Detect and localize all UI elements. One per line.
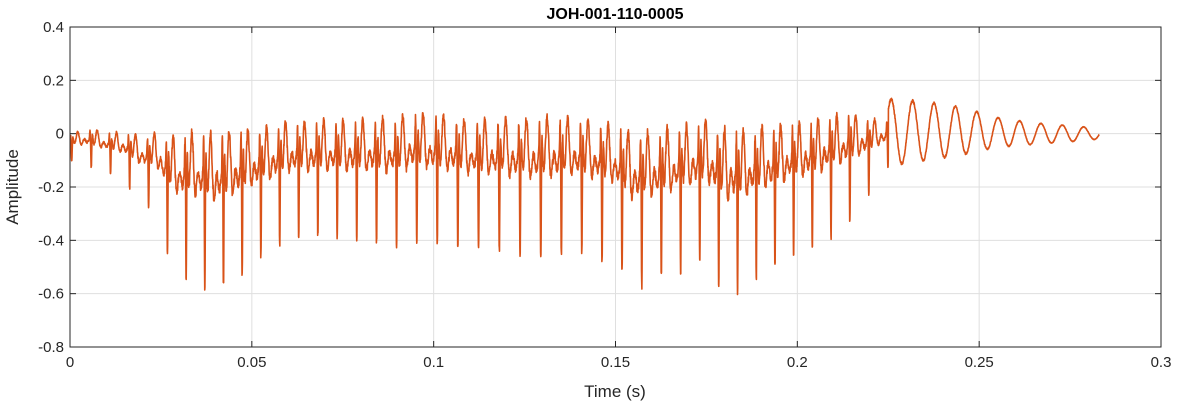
x-tick-label: 0.3 [1151, 354, 1172, 371]
y-tick-label: 0.4 [43, 19, 64, 36]
y-axis-label: Amplitude [3, 149, 22, 225]
x-tick-labels: 0 0.05 0.1 0.15 0.2 0.25 0.3 [66, 354, 1172, 371]
y-tick-labels: -0.8 -0.6 -0.4 -0.2 0 0.2 0.4 [38, 19, 64, 356]
x-tick-label: 0.2 [787, 354, 808, 371]
x-tick-label: 0.15 [601, 354, 630, 371]
chart-title: JOH-001-110-0005 [547, 6, 684, 23]
y-tick-label: 0 [56, 126, 64, 143]
plot-area [70, 97, 1100, 296]
x-tick-label: 0 [66, 354, 74, 371]
y-tick-label: -0.2 [38, 179, 64, 196]
signal-line [70, 97, 1100, 296]
y-tick-label: -0.4 [38, 232, 64, 249]
y-tick-label: 0.2 [43, 72, 64, 89]
x-axis-label: Time (s) [584, 382, 646, 401]
y-tick-label: -0.8 [38, 339, 64, 356]
y-tick-label: -0.6 [38, 286, 64, 303]
x-tick-label: 0.1 [423, 354, 444, 371]
x-tick-label: 0.25 [965, 354, 994, 371]
tick-marks [69, 26, 1162, 348]
x-tick-label: 0.05 [237, 354, 266, 371]
